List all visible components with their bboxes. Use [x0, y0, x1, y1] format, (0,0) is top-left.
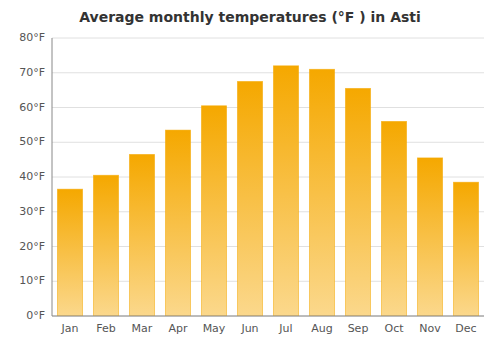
y-tick-label: 50°F [19, 135, 45, 148]
bar [273, 66, 298, 316]
bar [381, 121, 406, 316]
y-tick-label: 20°F [19, 240, 45, 253]
bar [309, 69, 334, 316]
x-tick-label: Mar [132, 322, 153, 335]
y-axis: 0°F 10°F 20°F 30°F 40°F 50°F 60°F 70°F 80°F [19, 31, 45, 322]
chart-svg: 0°F 10°F 20°F 30°F 40°F 50°F 60°F 70°F 80°F Jan Fe… [0, 0, 500, 350]
x-tick-label: Nov [419, 322, 441, 335]
y-axis-line [52, 38, 53, 316]
page: {"chart_data": {"type": "bar", "title": … [0, 0, 500, 350]
x-tick-label: Jun [240, 322, 258, 335]
y-tick-label: 70°F [19, 66, 45, 79]
y-tick-label: 0°F [26, 309, 45, 322]
grid-line [52, 107, 484, 108]
y-tick-label: 80°F [19, 31, 45, 44]
bars [57, 66, 478, 316]
grid [52, 38, 484, 316]
x-tick-label: Aug [311, 322, 332, 335]
x-tick-label: Sep [348, 322, 369, 335]
x-axis-line [52, 316, 484, 317]
bar [453, 182, 478, 316]
bar [165, 130, 190, 316]
chart-container: 0°F 10°F 20°F 30°F 40°F 50°F 60°F 70°F 80°F Jan Fe… [0, 0, 500, 350]
bar [93, 175, 118, 316]
x-tick-label: Oct [384, 322, 404, 335]
y-tick-label: 60°F [19, 101, 45, 114]
grid-line [52, 72, 484, 73]
bar [417, 158, 442, 316]
grid-line [52, 142, 484, 143]
x-tick-label: Apr [168, 322, 188, 335]
bar [237, 81, 262, 316]
x-tick-label: May [203, 322, 226, 335]
grid-line [52, 316, 484, 317]
bar [57, 189, 82, 316]
bar [345, 88, 370, 316]
y-tick-label: 30°F [19, 205, 45, 218]
x-tick-label: Dec [455, 322, 476, 335]
y-tick-label: 40°F [19, 170, 45, 183]
bar [129, 154, 154, 316]
y-tick-label: 10°F [19, 274, 45, 287]
grid-line [52, 38, 484, 39]
x-axis: Jan Feb Mar Apr May Jun Jul Aug Sep Oct Nov Dec [52, 38, 484, 335]
x-tick-label: Jul [278, 322, 292, 335]
bar [201, 106, 226, 316]
chart-title: Average monthly temperatures (°F ) in As… [79, 9, 421, 25]
x-tick-label: Feb [96, 322, 115, 335]
x-tick-label: Jan [61, 322, 79, 335]
